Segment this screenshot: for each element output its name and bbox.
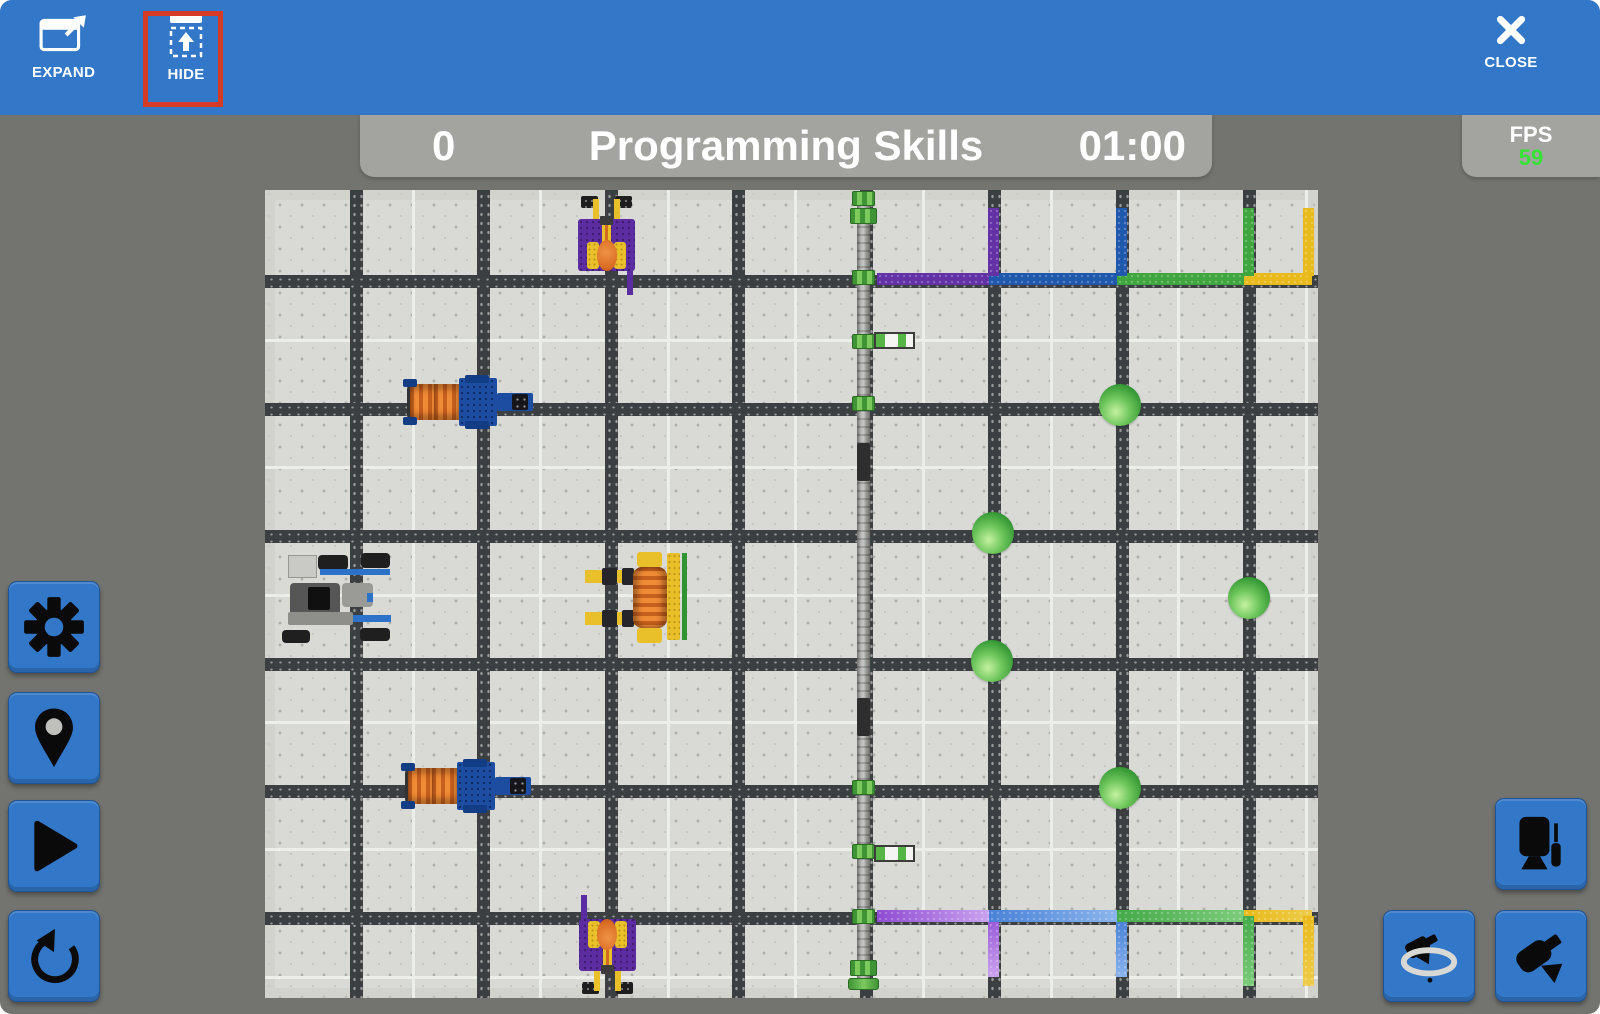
top-toolbar: EXPAND HIDE CLOSE [0, 0, 1600, 115]
pole-clip [852, 909, 875, 924]
orange-stack [401, 759, 531, 813]
match-mode-title: Programming Skills [588, 122, 984, 169]
match-load-slider [874, 332, 915, 349]
purple-goal [579, 895, 636, 994]
green-ball [1228, 577, 1270, 619]
field-beam [265, 530, 1318, 543]
orange-stack [403, 375, 533, 429]
colored-beam [1244, 273, 1312, 285]
pole-end-cap [848, 978, 879, 990]
colored-beam [989, 273, 1117, 285]
tile-seam [265, 848, 1318, 851]
pole-dark-segment [857, 698, 870, 736]
field-beam [265, 658, 1318, 671]
colored-beam [1303, 208, 1314, 276]
colored-beam [1243, 916, 1254, 986]
tile-seam [265, 594, 1318, 597]
expand-icon [39, 13, 89, 57]
play-button[interactable] [8, 800, 100, 892]
colored-beam [877, 910, 989, 922]
pole-dark-segment [857, 443, 870, 481]
hide-button[interactable]: HIDE [158, 12, 214, 83]
colored-beam [877, 273, 989, 285]
field-beam [477, 190, 490, 998]
score-value: 0 [432, 122, 456, 169]
colored-beam [1116, 208, 1127, 276]
field-beam [732, 190, 745, 998]
field-view[interactable] [265, 190, 1318, 998]
colored-beam [1243, 208, 1254, 276]
pole-clip [852, 780, 875, 795]
pole-clip [850, 960, 877, 976]
tile-seam [265, 466, 1318, 469]
tile-seam [265, 339, 1318, 342]
pole-clip [852, 334, 875, 349]
close-label: CLOSE [1484, 54, 1538, 71]
colored-beam [1244, 910, 1312, 922]
location-pin-icon [32, 707, 76, 769]
orbit-camera-icon [1398, 925, 1460, 987]
match-load-slider [874, 845, 915, 862]
play-icon [24, 816, 84, 876]
center-pole [857, 194, 870, 986]
close-icon [1494, 13, 1528, 47]
field-beam [1116, 190, 1129, 998]
colored-beam [989, 910, 1117, 922]
pole-clip [852, 191, 875, 206]
settings-button[interactable] [8, 581, 100, 673]
colored-beam [1117, 910, 1244, 922]
green-ball [972, 512, 1014, 554]
colored-beam [1303, 916, 1314, 986]
position-button[interactable] [8, 692, 100, 784]
colored-beam [988, 922, 999, 977]
robot [282, 553, 391, 643]
pole-clip [852, 270, 875, 285]
tile-seam [265, 721, 1318, 724]
gear-icon [21, 594, 87, 660]
perspective-camera-button[interactable] [1495, 910, 1587, 1002]
purple-goal [578, 196, 635, 295]
match-timer: 01:00 [1078, 122, 1186, 169]
green-ball [971, 640, 1013, 682]
expand-button[interactable]: EXPAND [26, 12, 101, 81]
fps-value: 59 [1518, 145, 1544, 170]
green-ball [1099, 767, 1141, 809]
pole-clip [852, 844, 875, 859]
hide-button-highlight [143, 11, 223, 107]
orbit-camera-button[interactable] [1383, 910, 1475, 1002]
close-button[interactable]: CLOSE [1476, 12, 1546, 71]
scoreboard: 0 Programming Skills 01:00 [360, 115, 1212, 177]
perspective-camera-icon [1510, 925, 1572, 987]
pole-clip [850, 208, 877, 224]
green-ball [1099, 384, 1141, 426]
colored-beam [1117, 273, 1244, 285]
top-down-camera-button[interactable] [1495, 798, 1587, 890]
top-down-camera-icon [1511, 814, 1571, 874]
reset-icon [23, 925, 85, 987]
expand-label: EXPAND [32, 64, 96, 81]
hide-label: HIDE [167, 66, 205, 83]
colored-beam [988, 208, 999, 276]
reset-button[interactable] [8, 910, 100, 1002]
fps-label: FPS [1509, 121, 1553, 147]
colored-beam [1116, 922, 1127, 977]
pole-clip [852, 396, 875, 411]
tile-seam [265, 976, 1318, 979]
field-beam [988, 190, 1001, 998]
fps-panel: FPS 59 [1462, 115, 1600, 177]
yellow-goal [585, 552, 688, 643]
